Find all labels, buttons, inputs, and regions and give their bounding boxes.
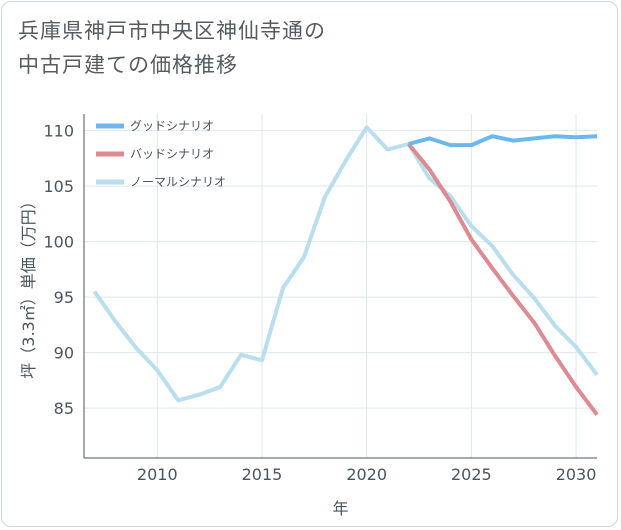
series-line-2	[92, 125, 599, 403]
grid-lines	[84, 114, 597, 458]
legend-label-0: グッドシナリオ	[130, 119, 214, 133]
tick-labels: 85 90 95 100 105 110 2010 2015 2020 2025 2030	[43, 122, 596, 484]
y-tick-label-110: 110	[43, 122, 74, 141]
series-line-1	[407, 142, 599, 416]
x-tick-label-2030: 2030	[556, 465, 597, 484]
y-tick-label-100: 100	[43, 233, 74, 252]
series-lines	[92, 125, 599, 416]
x-tick-label-2020: 2020	[346, 465, 387, 484]
y-axis-label: 坪（3.3㎡）単価（万円）	[19, 193, 38, 378]
y-tick-label-105: 105	[43, 177, 74, 196]
x-tick-label-2025: 2025	[451, 465, 492, 484]
chart-title-line-2: 中古戸建ての価格推移	[18, 53, 238, 77]
chart-title: 兵庫県神戸市中央区神仙寺通の 中古戸建ての価格推移	[18, 14, 326, 82]
x-axis-label: 年	[332, 499, 348, 518]
x-tick-label-2010: 2010	[137, 465, 178, 484]
y-tick-label-95: 95	[54, 288, 74, 307]
x-tick-label-2015: 2015	[242, 465, 283, 484]
y-tick-label-90: 90	[54, 344, 74, 363]
chart-title-line-1: 兵庫県神戸市中央区神仙寺通の	[18, 19, 326, 43]
legend-label-1: バッドシナリオ	[130, 147, 214, 161]
legend-label-2: ノーマルシナリオ	[130, 175, 226, 189]
axes	[83, 114, 597, 459]
y-tick-label-85: 85	[54, 399, 74, 418]
series-line-0	[408, 134, 598, 148]
